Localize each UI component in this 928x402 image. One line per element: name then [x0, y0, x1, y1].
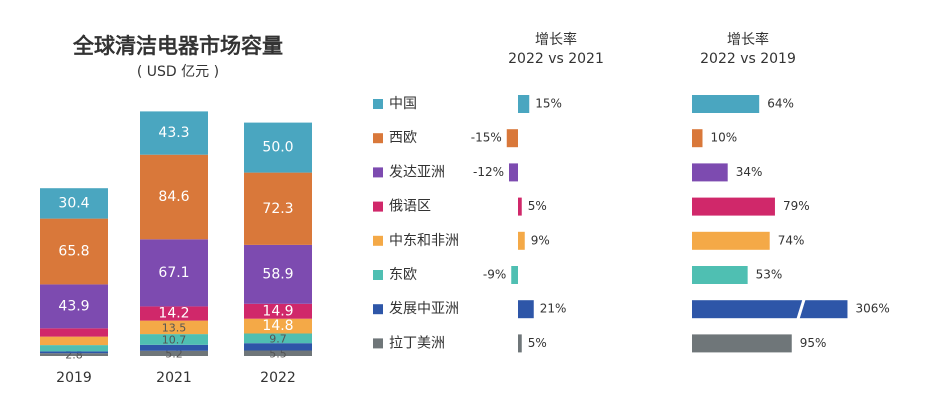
data-label: 58.9: [262, 266, 293, 282]
legend-label: 拉丁美洲: [389, 335, 445, 351]
legend-label: 西欧: [389, 130, 417, 146]
bar: [692, 163, 728, 182]
data-label: 9.7: [269, 332, 287, 345]
bar-segment: [140, 334, 208, 345]
data-label: 84.6: [158, 189, 189, 205]
data-label: 9%: [531, 233, 550, 247]
bar: [509, 163, 518, 182]
data-label: 10%: [711, 131, 738, 145]
data-label: 21%: [540, 302, 567, 316]
data-label: 74%: [778, 233, 805, 247]
data-label: -15%: [471, 131, 502, 145]
x-tick-label: 2022: [260, 370, 296, 386]
bar: [692, 231, 770, 250]
growth-title: 增长率: [535, 31, 577, 48]
data-label: 50.0: [262, 140, 293, 156]
data-label: 65.8: [58, 244, 89, 260]
data-label: 79%: [783, 199, 810, 213]
bar-segment: [140, 111, 208, 155]
data-label: 34%: [736, 165, 763, 179]
data-label: -12%: [473, 165, 504, 179]
data-label: -9%: [483, 268, 506, 282]
bar-segment: [244, 122, 312, 173]
bar-segment: [244, 303, 312, 319]
bar-segment: [140, 320, 208, 335]
data-label: 43.3: [158, 125, 189, 141]
data-label: 95%: [800, 336, 827, 350]
data-label: 72.3: [262, 201, 293, 217]
bar-segment: [140, 239, 208, 307]
bar-segment: [40, 328, 108, 337]
legend-swatch: [373, 167, 383, 178]
chart-subtitle: ( USD 亿元 ): [137, 64, 219, 80]
bar-segment: [40, 218, 108, 285]
data-label: 10.7: [162, 333, 187, 346]
bar-segment: [140, 350, 208, 356]
bar-segment: [40, 336, 108, 346]
growth-subtitle: 2022 vs 2021: [508, 51, 604, 67]
data-label: 14.8: [262, 318, 293, 334]
legend-swatch: [373, 270, 383, 280]
data-label: 5%: [528, 336, 547, 350]
bar-segment: [140, 154, 208, 240]
data-label: 64%: [767, 97, 794, 111]
bar: [511, 266, 518, 284]
bar-segment: [244, 244, 312, 304]
bar-segment: [244, 172, 312, 245]
bar-segment: [244, 318, 312, 334]
legend-swatch: [373, 99, 383, 109]
x-tick-label: 2019: [56, 370, 92, 386]
growth-subtitle: 2022 vs 2019: [700, 51, 796, 67]
bar-segment: [140, 344, 208, 351]
data-label: 14.9: [262, 303, 293, 319]
data-label: 14.2: [158, 306, 189, 322]
bar: [692, 95, 760, 113]
bar: [518, 231, 525, 250]
legend-swatch: [373, 201, 383, 212]
bar: [518, 95, 530, 113]
bar: [518, 300, 534, 319]
legend-swatch: [373, 304, 383, 315]
data-label: 5%: [528, 199, 547, 213]
bar-segment: [244, 333, 312, 344]
bar: [692, 334, 792, 353]
bar: [692, 129, 703, 148]
legend-swatch: [373, 338, 383, 349]
bar: [506, 129, 518, 148]
bar-segment: [140, 306, 208, 321]
bar-segment: [40, 188, 108, 219]
legend-label: 发达亚洲: [389, 164, 445, 180]
legend-label: 俄语区: [389, 199, 431, 215]
data-label: 306%: [855, 302, 889, 316]
data-label: 15%: [535, 97, 562, 111]
legend-swatch: [373, 235, 383, 246]
bar-segment: [40, 351, 108, 354]
chart-title: 全球清洁电器市场容量: [72, 34, 283, 58]
bar-segment: [40, 345, 108, 352]
data-label: 67.1: [158, 265, 189, 281]
bar: [692, 300, 848, 319]
legend-label: 中国: [389, 96, 417, 112]
bar-segment: [244, 343, 312, 351]
bar-segment: [244, 350, 312, 356]
legend-swatch: [373, 133, 383, 144]
axis-break: [795, 295, 807, 323]
bar-segment: [40, 353, 108, 356]
legend-label: 中东和非洲: [389, 233, 459, 249]
data-label: 43.9: [58, 298, 89, 314]
bar-segment: [40, 284, 108, 329]
bar: [518, 334, 522, 353]
legend-label: 发展中亚洲: [389, 301, 459, 317]
bar: [692, 266, 748, 284]
data-label: 13.5: [162, 321, 187, 334]
bar: [692, 197, 775, 216]
growth-title: 增长率: [727, 31, 769, 48]
x-tick-label: 2021: [156, 370, 192, 386]
data-label: 53%: [756, 268, 783, 282]
bar: [518, 197, 522, 216]
data-label: 30.4: [58, 195, 89, 211]
legend-label: 东欧: [389, 267, 417, 283]
